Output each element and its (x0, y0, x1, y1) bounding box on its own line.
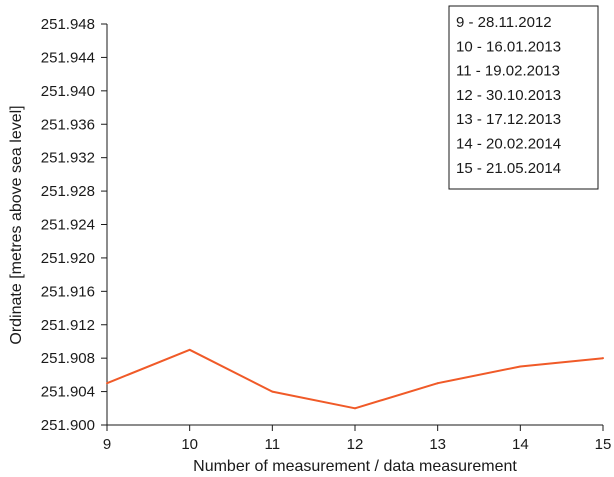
y-tick-labels: 251.900 251.904 251.908 251.912 251.916 251.9… (41, 16, 107, 434)
y-tick-label: 251.916 (41, 283, 95, 300)
y-tick-label: 251.920 (41, 250, 95, 267)
x-tick-label: 11 (265, 436, 281, 453)
y-tick-label: 251.948 (41, 16, 95, 33)
y-tick-label: 251.904 (41, 384, 95, 401)
data-point (519, 365, 522, 368)
series-layer (106, 348, 604, 410)
x-tick-label: 10 (181, 436, 198, 453)
legend-entry: 11 - 19.02.2013 (456, 63, 560, 80)
x-tick-labels: 9 10 11 12 13 14 15 (103, 425, 612, 453)
legend-entry: 15 - 21.05.2014 (456, 160, 561, 177)
data-point (106, 382, 108, 385)
y-tick-label: 251.928 (41, 183, 95, 200)
x-tick-label: 12 (347, 436, 364, 453)
data-point (602, 357, 604, 360)
y-tick-label: 251.932 (41, 150, 95, 167)
legend-box (448, 5, 599, 190)
legend-entry: 13 - 17.12.2013 (456, 111, 561, 128)
y-tick-label: 251.912 (41, 317, 95, 334)
x-tick-label: 15 (595, 436, 612, 453)
y-tick-label: 251.908 (41, 350, 95, 367)
y-axis-label: Ordinate [metres above sea level] (8, 105, 25, 344)
x-tick-label: 13 (429, 436, 446, 453)
x-tick-label: 14 (512, 436, 529, 453)
data-point (188, 348, 191, 351)
data-point (436, 382, 439, 385)
legend: 9 - 28.11.2012 10 - 16.01.2013 11 - 19.02.… (448, 5, 599, 190)
y-tick-label: 251.900 (41, 417, 95, 434)
y-tick-label: 251.940 (41, 83, 95, 100)
series-line (106, 348, 604, 410)
legend-entry: 10 - 16.01.2013 (456, 38, 561, 55)
y-tick-label: 251.944 (41, 49, 95, 66)
y-tick-label: 251.924 (41, 217, 95, 234)
data-point (271, 390, 274, 393)
legend-entry: 14 - 20.02.2014 (456, 136, 561, 153)
data-point (354, 407, 356, 410)
x-axis-label: Number of measurement / data measurement (193, 458, 517, 475)
y-tick-label: 251.936 (41, 116, 95, 133)
legend-entry: 9 - 28.11.2012 (456, 14, 552, 31)
x-tick-label: 9 (103, 436, 111, 453)
legend-entry: 12 - 30.10.2013 (456, 87, 561, 104)
